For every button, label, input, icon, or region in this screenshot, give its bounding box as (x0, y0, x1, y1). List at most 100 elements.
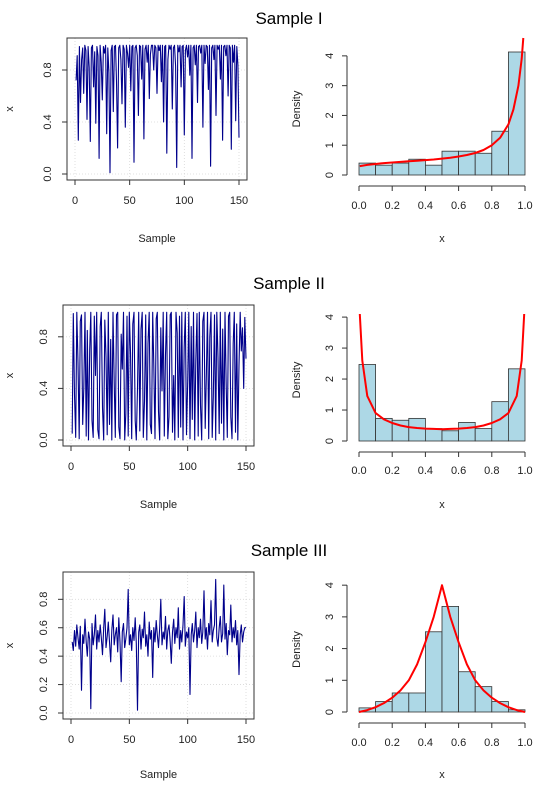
trace-series-line (75, 44, 240, 174)
x-tick-label: 150 (237, 461, 255, 473)
histogram-bar (424, 428, 443, 442)
density-curve (358, 313, 526, 431)
x-tick-label: 0.6 (451, 737, 466, 749)
trace-series-line (71, 311, 247, 441)
histogram-bar (441, 150, 460, 176)
y-tick-label: 4 (324, 582, 336, 588)
density-curve (359, 37, 525, 168)
y-tick-label: 1 (324, 677, 336, 683)
x-tick-label: 1.0 (517, 200, 532, 212)
x-tick-label: 150 (230, 195, 248, 207)
trace-series-line (71, 578, 246, 711)
histogram-bar (507, 51, 526, 176)
plot-frame (66, 37, 248, 181)
histogram-plot: 0.0 0.2 0.4 0.6 0.8 1.0 0 1 2 3 4 x Density (291, 582, 533, 781)
y-tick-label: 0.8 (42, 62, 54, 77)
x-axis-label: x (439, 233, 445, 245)
x-tick-label: 0 (72, 195, 78, 207)
y-axis-label: x (4, 372, 16, 378)
x-tick-label: 100 (178, 734, 196, 746)
x-tick-label: 100 (175, 195, 193, 207)
x-tick-label: 1.0 (517, 737, 532, 749)
histogram-bar (408, 692, 426, 713)
plot-frame (62, 571, 255, 720)
histogram-bar (408, 417, 426, 442)
panel-title: Sample II (253, 274, 325, 293)
histogram-bar (507, 368, 526, 442)
y-tick-label: 0.4 (38, 381, 50, 396)
x-tick-label: 0.2 (385, 465, 400, 477)
x-axis-label: Sample (140, 769, 177, 781)
x-axis-label: Sample (140, 499, 177, 511)
y-tick-label: 4 (324, 53, 336, 59)
x-axis-label: Sample (138, 233, 175, 245)
panel-title: Sample I (255, 9, 322, 28)
x-tick-label: 0.8 (484, 200, 499, 212)
x-tick-label: 0.6 (451, 200, 466, 212)
plot-frame (62, 304, 255, 447)
trace-plot: 0 50 100 150 0.0 0.4 0.8 Sample x (4, 304, 255, 511)
x-tick-label: 0 (68, 734, 74, 746)
x-tick-label: 0.4 (418, 200, 433, 212)
x-tick-label: 50 (124, 195, 136, 207)
histogram-bar (441, 430, 460, 442)
x-tick-label: 0.6 (451, 465, 466, 477)
y-axis-label: Density (291, 361, 303, 398)
histogram-plot: 0.0 0.2 0.4 0.6 0.8 1.0 0 1 2 3 4 x Density (291, 37, 533, 245)
density-curve (358, 584, 526, 713)
y-axis-label: Density (291, 631, 303, 668)
histogram-bar (458, 422, 476, 442)
y-axis-label: x (4, 642, 16, 648)
y-tick-label: 0.8 (38, 329, 50, 344)
y-tick-label: 0.0 (42, 166, 54, 181)
x-tick-label: 0.0 (351, 465, 366, 477)
y-tick-label: 3 (324, 614, 336, 620)
x-axis-label: x (439, 769, 445, 781)
histogram-bar (441, 606, 460, 713)
x-tick-label: 0.4 (418, 465, 433, 477)
y-tick-label: 3 (324, 83, 336, 89)
y-tick-label: 0.0 (38, 705, 50, 720)
x-tick-label: 50 (123, 461, 135, 473)
x-tick-label: 0 (68, 461, 74, 473)
y-tick-label: 3 (324, 345, 336, 351)
x-tick-label: 0.4 (418, 737, 433, 749)
panel-1: Sample I 0 50 100 150 0.0 0.4 0.8 Sample x 0.0 0.2 0… (4, 9, 533, 245)
x-tick-label: 0.2 (385, 200, 400, 212)
trace-plot: 0 50 100 150 0.0 0.2 0.4 0.6 0.8 Sample x (4, 571, 255, 781)
x-tick-label: 0.2 (385, 737, 400, 749)
y-tick-label: 0.8 (38, 592, 50, 607)
y-tick-label: 2 (324, 376, 336, 382)
y-tick-label: 0 (324, 709, 336, 715)
histogram-bar (474, 428, 493, 442)
x-tick-label: 0.0 (351, 737, 366, 749)
x-tick-label: 100 (178, 461, 196, 473)
histogram-bar (474, 152, 493, 176)
x-tick-label: 0.8 (484, 465, 499, 477)
histogram-bar (358, 364, 377, 442)
y-tick-label: 4 (324, 314, 336, 320)
y-tick-label: 2 (324, 646, 336, 652)
y-tick-label: 0.0 (38, 432, 50, 447)
x-tick-label: 150 (237, 734, 255, 746)
y-axis-label: Density (291, 90, 303, 127)
histogram-bar (458, 671, 476, 713)
x-tick-label: 1.0 (517, 465, 532, 477)
x-tick-label: 0.0 (351, 200, 366, 212)
histogram-plot: 0.0 0.2 0.4 0.6 0.8 1.0 0 1 2 3 4 x Density (291, 313, 533, 511)
y-tick-label: 0.6 (38, 620, 50, 635)
x-tick-label: 50 (123, 734, 135, 746)
histogram-bar (375, 164, 393, 176)
panel-2: Sample II 0 50 100 150 0.0 0.4 0.8 Sample x 0.0 0.2… (4, 274, 533, 511)
histogram-bar (391, 162, 410, 176)
y-tick-label: 0.4 (42, 114, 54, 129)
panel-title: Sample III (251, 541, 328, 560)
panel-3: Sample III 0 50 100 150 0.0 0.2 0.4 0.6 0.8 Sample… (4, 541, 533, 781)
histogram-bar (424, 631, 443, 713)
x-tick-label: 0.8 (484, 737, 499, 749)
y-tick-label: 1 (324, 142, 336, 148)
histogram-bar (424, 164, 443, 176)
y-tick-label: 2 (324, 112, 336, 118)
x-axis-label: x (439, 499, 445, 511)
